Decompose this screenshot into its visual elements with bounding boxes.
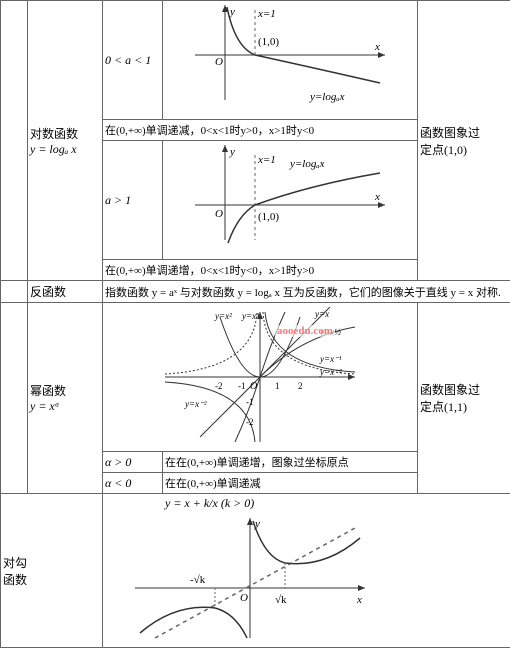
svg-text:y=x³: y=x³ bbox=[241, 311, 259, 321]
svg-text:√k: √k bbox=[275, 594, 287, 606]
power-label: 幂函数 y = xᵅ bbox=[28, 303, 103, 494]
svg-text:y=logₐx: y=logₐx bbox=[309, 91, 345, 103]
svg-text:O: O bbox=[215, 56, 223, 68]
hook-formula: y = x + k/x (k > 0) bbox=[105, 496, 510, 511]
log-graph-1: y x O x=1 (1,0) y=logₐx bbox=[190, 5, 390, 115]
hook-label: 对勾 函数 bbox=[1, 494, 103, 648]
log-right-note: 函数图象过 定点(1,0) bbox=[418, 1, 510, 281]
svg-text:-2: -2 bbox=[246, 417, 254, 427]
power-graph-cell: y=x² y=x³ y=x y=x½ y=x⁻¹ y=x⁻² y=x⁻² O -… bbox=[103, 303, 418, 452]
svg-text:y=logₐx: y=logₐx bbox=[289, 158, 325, 170]
svg-text:y: y bbox=[254, 518, 260, 530]
log-case2-cond: a > 1 bbox=[103, 141, 163, 260]
svg-text:x=1: x=1 bbox=[257, 8, 276, 20]
svg-text:O: O bbox=[215, 208, 223, 220]
svg-text:y=x⁻¹: y=x⁻¹ bbox=[319, 354, 342, 364]
hook-graph: y x O √k -√k bbox=[125, 513, 375, 643]
svg-text:y=x: y=x bbox=[314, 309, 329, 319]
log-case1-cond: 0 < a < 1 bbox=[103, 1, 163, 120]
log-case2-desc: 在(0,+∞)单调递增，0<x<1时y<0，x>1时y>0 bbox=[103, 260, 418, 281]
power-right-note: 函数图象过 定点(1,1) bbox=[418, 303, 510, 494]
power-row1-cond: α > 0 bbox=[103, 452, 163, 473]
svg-text:-1: -1 bbox=[238, 381, 246, 391]
svg-text:x: x bbox=[356, 594, 362, 606]
inverse-text: 指数函数 y = aˣ 与对数函数 y = logₐ x 互为反函数，它们的图像… bbox=[103, 281, 510, 303]
power-row2-cond: α < 0 bbox=[103, 473, 163, 494]
inverse-label: 反函数 bbox=[28, 281, 103, 303]
svg-text:1: 1 bbox=[275, 381, 280, 391]
log-function-label: 对数函数 y = logₐ x bbox=[28, 1, 103, 281]
svg-text:x: x bbox=[374, 41, 380, 53]
hook-graph-cell: y = x + k/x (k > 0) y bbox=[103, 494, 510, 648]
svg-text:O: O bbox=[250, 381, 257, 392]
svg-text:y: y bbox=[229, 146, 235, 158]
svg-text:x=1: x=1 bbox=[257, 154, 276, 166]
svg-text:-√k: -√k bbox=[190, 574, 206, 586]
power-row1-text: 在在(0,+∞)单调递增，图象过坐标原点 bbox=[163, 452, 418, 473]
svg-text:2: 2 bbox=[298, 381, 303, 391]
log-name-1: 对数函数 bbox=[30, 125, 100, 142]
svg-text:x: x bbox=[374, 191, 380, 203]
svg-text:y=x⁻²: y=x⁻² bbox=[184, 399, 207, 409]
svg-text:(1,0): (1,0) bbox=[258, 36, 279, 48]
log-case2-graph-cell: y x O x=1 (1,0) y=logₐx bbox=[163, 141, 418, 260]
power-row2-text: 在在(0,+∞)单调递减 bbox=[163, 473, 418, 494]
svg-text:(1,0): (1,0) bbox=[258, 211, 279, 223]
log-case1-graph-cell: y x O x=1 (1,0) y=logₐx bbox=[163, 1, 418, 120]
svg-text:y=x⁻²: y=x⁻² bbox=[319, 367, 342, 377]
power-graph: y=x² y=x³ y=x y=x½ y=x⁻¹ y=x⁻² y=x⁻² O -… bbox=[160, 307, 360, 447]
watermark: aooedu.com bbox=[275, 325, 335, 337]
svg-text:-2: -2 bbox=[215, 381, 223, 391]
log-case1-desc: 在(0,+∞)单调递减，0<x<1时y>0，x>1时y<0 bbox=[103, 120, 418, 141]
svg-text:O: O bbox=[240, 592, 248, 604]
log-graph-2: y x O x=1 (1,0) y=logₐx bbox=[190, 145, 390, 255]
log-name-2: y = logₐ x bbox=[30, 142, 100, 157]
svg-text:y: y bbox=[229, 6, 235, 18]
svg-text:y=x²: y=x² bbox=[214, 311, 232, 321]
svg-text:-1: -1 bbox=[246, 397, 254, 407]
